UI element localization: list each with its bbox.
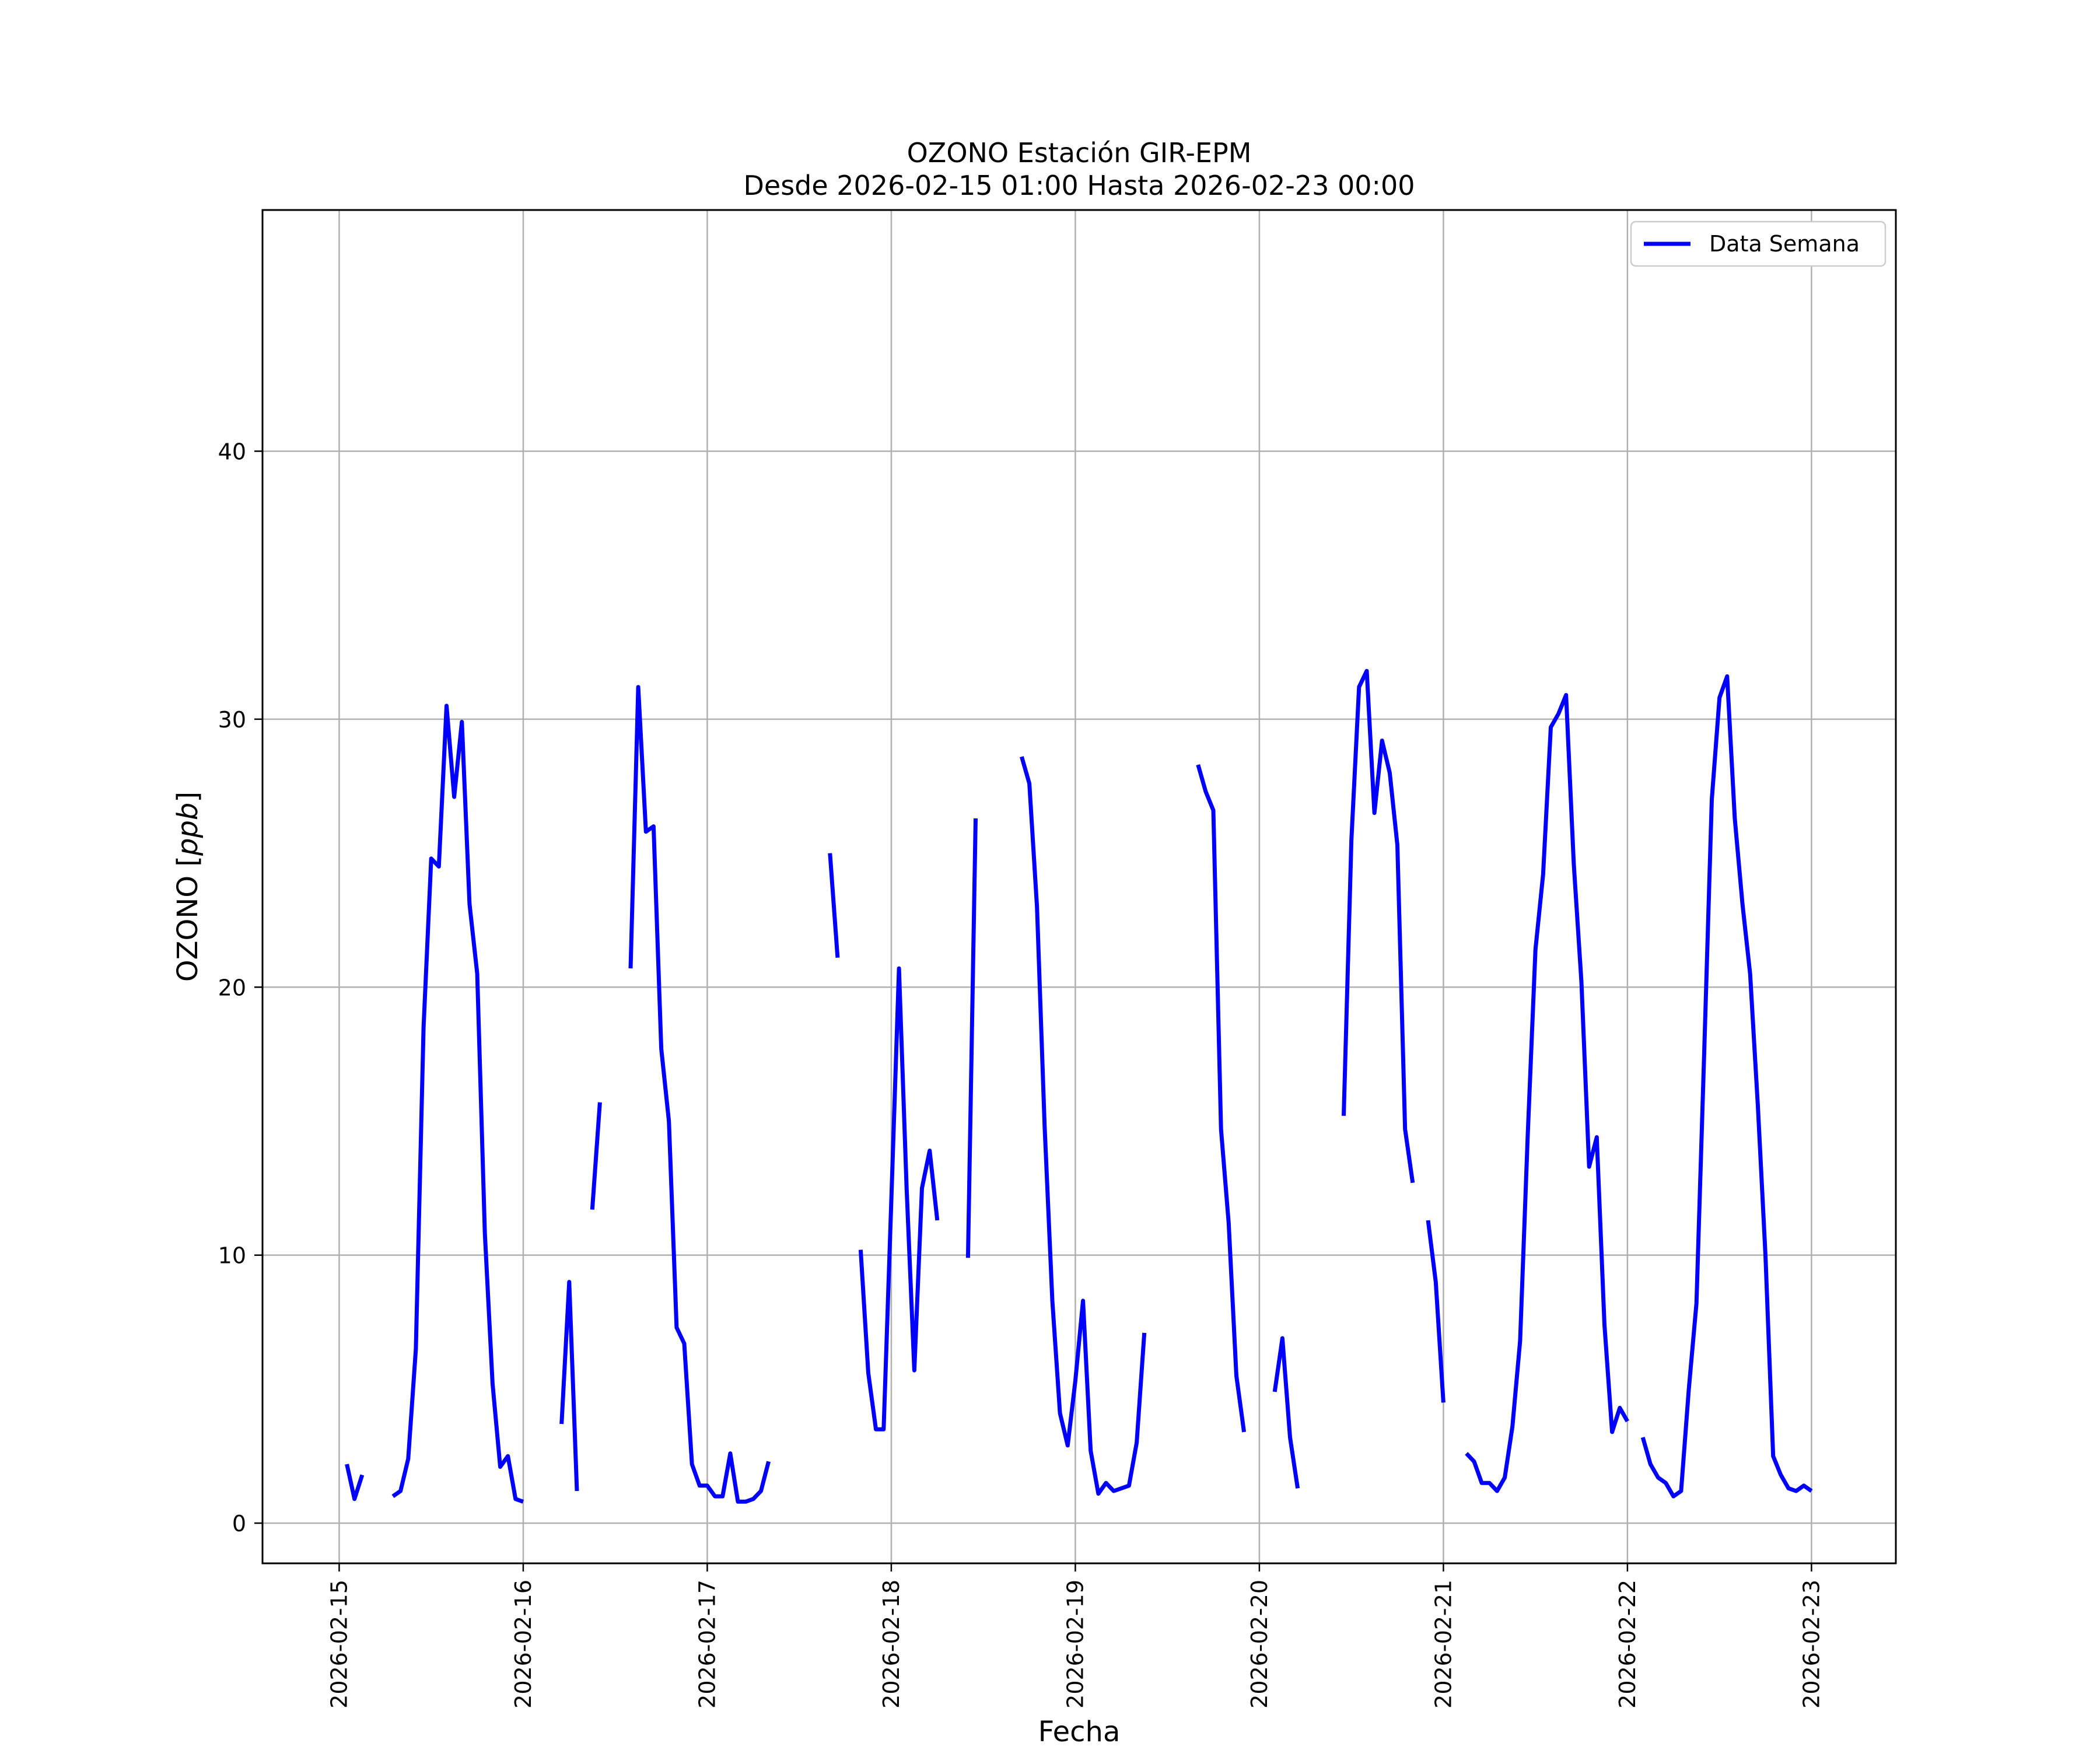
x-tick-label: 2026-02-19 <box>1062 1580 1088 1709</box>
series-line-segment <box>1020 756 1147 1496</box>
x-tick-label: 2026-02-23 <box>1798 1580 1824 1709</box>
series-line-segment <box>391 704 524 1504</box>
series-line-segment <box>1426 1220 1446 1403</box>
series-line-segment <box>828 853 840 958</box>
axis-ticks: 2026-02-15 2026-02-16 2026-02-17 2026-02-18… <box>218 439 1825 1708</box>
y-tick-label: 30 <box>218 707 246 733</box>
x-tick-label: 2026-02-17 <box>694 1580 720 1709</box>
legend: Data Semana <box>1630 220 1887 267</box>
grid-lines <box>262 210 1896 1563</box>
x-tick-label: 2026-02-20 <box>1247 1580 1272 1709</box>
y-tick-label: 40 <box>218 439 246 464</box>
series-line-segment <box>628 685 771 1504</box>
legend-label: Data Semana <box>1709 231 1860 257</box>
series-line-segment <box>965 818 978 1258</box>
series-lines <box>345 668 1813 1504</box>
x-axis-label: Fecha <box>1038 1716 1121 1748</box>
series-line-segment <box>1640 674 1813 1499</box>
y-tick-label: 0 <box>232 1511 246 1536</box>
series-line-segment <box>1272 1336 1300 1489</box>
x-tick-label: 2026-02-15 <box>326 1580 352 1709</box>
legend-box <box>1630 220 1887 267</box>
x-tick-label: 2026-02-18 <box>878 1580 904 1709</box>
series-line-segment <box>590 1102 602 1210</box>
chart-subtitle: Desde 2026-02-15 01:00 Hasta 2026-02-23 … <box>743 170 1415 201</box>
x-tick-label: 2026-02-21 <box>1430 1580 1456 1709</box>
series-line-segment <box>1342 668 1415 1184</box>
y-axis-label: OZONO [ppb] <box>172 792 204 982</box>
y-axis-unit: ppb <box>172 803 204 856</box>
x-tick-label: 2026-02-22 <box>1615 1580 1640 1709</box>
plot-frame <box>261 209 1897 1564</box>
series-line-segment <box>1196 764 1247 1433</box>
series-line-segment <box>1465 693 1629 1493</box>
series-line-segment <box>858 966 940 1432</box>
y-tick-label: 20 <box>218 975 246 1000</box>
x-tick-label: 2026-02-16 <box>510 1580 536 1709</box>
series-line-segment <box>559 1280 579 1492</box>
y-tick-label: 10 <box>218 1243 246 1269</box>
chart-title: OZONO Estación GIR-EPM <box>907 137 1252 169</box>
series-line-segment <box>345 1464 365 1502</box>
